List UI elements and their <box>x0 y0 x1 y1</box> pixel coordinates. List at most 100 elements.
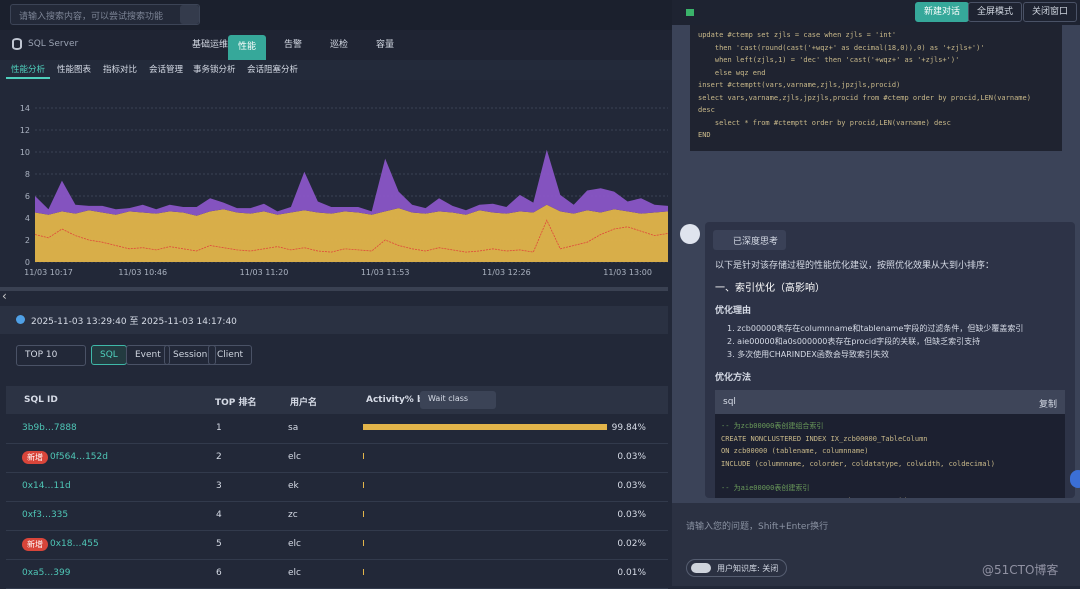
code-line: END <box>698 129 1054 142</box>
code-line: -- 为aie00000表创建索引 <box>721 482 1059 495</box>
nav-tab[interactable]: 巡检 <box>320 30 358 60</box>
area <box>35 150 668 216</box>
column-header: 用户名 <box>290 395 317 408</box>
db-name[interactable]: SQL Server <box>28 39 78 49</box>
activity-bar <box>363 424 607 430</box>
input-area: 请输入您的问题，Shift+Enter换行 用户知识库: 关闭 @51CTO博客 <box>672 503 1080 586</box>
sub-tab[interactable]: 指标对比 <box>98 63 142 77</box>
activity-bar <box>363 453 364 459</box>
sql-id[interactable]: 0f564…152d <box>50 452 108 462</box>
filter-button[interactable]: Client <box>208 345 252 365</box>
user: ek <box>288 481 299 491</box>
logo <box>686 9 694 16</box>
y-tick-label: 0 <box>25 258 30 267</box>
code-line: select vars,varname,zjls,jpzjls,procid f… <box>698 92 1054 105</box>
y-tick-label: 12 <box>20 126 30 135</box>
chart: 0246810121411/03 10:1711/03 10:4611/03 1… <box>0 78 668 290</box>
switch[interactable] <box>691 563 711 573</box>
code-line: select * from #ctemptt order by procid,L… <box>698 117 1054 130</box>
sub-tab[interactable]: 会话阻塞分析 <box>242 63 303 77</box>
intro: 以下是针对该存储过程的性能优化建议，按照优化效果从大到小排序： <box>715 258 994 271</box>
activity-bar <box>363 482 364 488</box>
user: zc <box>288 510 298 520</box>
column-header: TOP 排名 <box>215 395 257 408</box>
thinking-toggle[interactable]: 已深度思考 <box>713 230 786 250</box>
activity-label: 0.03% <box>617 481 646 491</box>
reason: 3. 多次使用CHARINDEX函数会导致索引失效 <box>727 348 1023 361</box>
x-tick-label: 11/03 12:26 <box>482 268 531 277</box>
sql-id[interactable]: 0x18…455 <box>50 539 99 549</box>
sql-id[interactable]: 0x14…11d <box>22 481 71 491</box>
filter-button[interactable]: SQL <box>91 345 127 365</box>
code-line: ON zcb00000 (tablename, columnname) <box>721 445 1059 458</box>
sql-id[interactable]: 0xf3…335 <box>22 510 68 520</box>
code-line: when left(zjls,1) = 'dec' then 'cast('+w… <box>698 54 1054 67</box>
x-tick-label: 11/03 13:00 <box>603 268 652 277</box>
code-block: update #ctemp set zjls = case when zjls … <box>690 25 1062 151</box>
activity-label: 0.02% <box>617 539 646 549</box>
code-line: CREATE NONCLUSTERED INDEX IX_aie00000_Pr… <box>721 495 1059 499</box>
rank: 2 <box>216 452 222 462</box>
watermark: @51CTO博客 <box>982 561 1058 578</box>
code-line: INCLUDE (columnname, colorder, coldataty… <box>721 458 1059 471</box>
header-button[interactable]: 全屏模式 <box>968 2 1022 22</box>
dot <box>16 315 25 324</box>
nav-tab[interactable]: 告警 <box>274 30 312 60</box>
method-title: 优化方法 <box>715 370 751 383</box>
sub-tab[interactable]: 事务锁分析 <box>188 63 241 77</box>
row-line <box>6 530 668 531</box>
collapse-arrow[interactable]: ‹ <box>2 289 7 303</box>
header-button[interactable]: 关闭窗口 <box>1023 2 1077 22</box>
activity-bar <box>363 540 364 546</box>
user: sa <box>288 423 298 433</box>
row-line <box>6 501 668 502</box>
sub-tab[interactable]: 会话管理 <box>144 63 188 77</box>
copy-button[interactable]: 复制 <box>1039 397 1057 410</box>
reason: 1. zcb00000表存在columnname和tablename字段的过滤条… <box>727 322 1023 335</box>
user: elc <box>288 452 301 462</box>
side-handle[interactable] <box>1070 470 1080 488</box>
user: elc <box>288 568 301 578</box>
code-line: insert #ctemptt(vars,varname,zjls,jpzjls… <box>698 79 1054 92</box>
db-icon <box>12 38 22 50</box>
y-tick-label: 2 <box>25 236 30 245</box>
sql-id[interactable]: 3b9b…7888 <box>22 423 77 433</box>
chat-input[interactable]: 请输入您的问题，Shift+Enter换行 <box>686 519 828 532</box>
search-input[interactable]: 请输入搜索内容，可以尝试搜索功能 <box>10 4 200 25</box>
reason-list: 1. zcb00000表存在columnname和tablename字段的过滤条… <box>727 322 1023 361</box>
section-title: 一、索引优化（高影响） <box>715 279 825 294</box>
scrollbar[interactable] <box>0 287 668 291</box>
search-button[interactable] <box>180 5 199 24</box>
new-badge: 新增 <box>22 538 48 551</box>
rank: 5 <box>216 539 222 549</box>
top-bar: 请输入搜索内容，可以尝试搜索功能 <box>0 0 672 30</box>
sub-tab[interactable]: 性能图表 <box>52 63 96 77</box>
activity-bar <box>363 511 364 517</box>
top-select[interactable]: TOP 10 <box>16 345 86 366</box>
nav-tab[interactable]: 容量 <box>366 30 404 60</box>
assistant-header: 新建对话全屏模式关闭窗口 <box>672 0 1080 25</box>
code-line: -- 为zcb00000表创建组合索引 <box>721 420 1059 433</box>
sql-code: -- 为zcb00000表创建组合索引 CREATE NONCLUSTERED I… <box>715 414 1065 498</box>
y-tick-label: 14 <box>20 104 30 113</box>
wait-class-select[interactable]: Wait class <box>420 391 496 409</box>
row-line <box>6 472 668 473</box>
nav-bar: SQL Server 基础运维性能告警巡检容量 <box>0 30 672 60</box>
code-lang: sql <box>723 397 736 407</box>
sub-tabs: 性能分析性能图表指标对比会话管理事务锁分析会话阻塞分析 <box>0 60 672 80</box>
code-line: update #ctemp set zjls = case when zjls … <box>698 29 1054 42</box>
code-line: else wqz end <box>698 67 1054 80</box>
rank: 3 <box>216 481 222 491</box>
activity-label: 0.03% <box>617 452 646 462</box>
header-button[interactable]: 新建对话 <box>915 2 969 22</box>
rank: 4 <box>216 510 222 520</box>
code-line: then 'cast(round(cast('+wqz+' as decimal… <box>698 42 1054 55</box>
sub-tab[interactable]: 性能分析 <box>6 63 50 79</box>
nav-tab[interactable]: 性能 <box>228 35 266 60</box>
reason-title: 优化理由 <box>715 303 751 316</box>
y-tick-label: 10 <box>20 148 30 157</box>
sql-id[interactable]: 0xa5…399 <box>22 568 70 578</box>
code-header: sql 复制 <box>715 390 1065 414</box>
activity-bar <box>363 569 364 575</box>
x-tick-label: 11/03 11:20 <box>240 268 289 277</box>
